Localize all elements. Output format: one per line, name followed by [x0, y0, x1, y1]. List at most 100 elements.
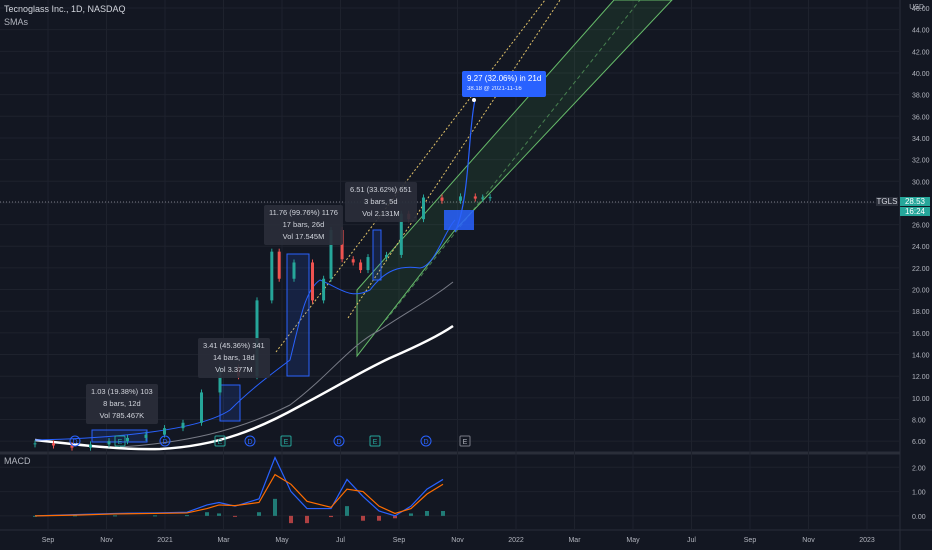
macd-histogram-bar — [257, 512, 261, 516]
time-tick: Sep — [393, 537, 406, 544]
time-tick: Mar — [217, 537, 230, 544]
candle — [351, 259, 355, 263]
macd-histogram-bar — [273, 498, 277, 516]
macd-tick: 0.00 — [912, 514, 926, 521]
price-tick: 6.00 — [912, 439, 926, 446]
sma-200-line — [34, 324, 454, 451]
measure-2-line3: Vol 3.377M — [215, 365, 253, 374]
dividend-marker: D — [420, 435, 432, 447]
earnings-marker-shape — [369, 435, 381, 447]
chart-title: Tecnoglass Inc., 1D, NASDAQ — [4, 4, 126, 14]
price-tick: 12.00 — [912, 374, 930, 381]
macd-histogram-bar — [329, 515, 333, 518]
channel-midline — [385, 0, 641, 321]
event-marker-label: D — [162, 439, 167, 446]
sma-lines — [34, 219, 456, 451]
price-tick: 36.00 — [912, 114, 930, 121]
price-tick: 42.00 — [912, 49, 930, 56]
macd-histogram-bar — [377, 515, 381, 521]
candle — [126, 437, 129, 442]
indicator-label[interactable]: SMAs — [4, 17, 29, 27]
projection-point — [472, 98, 476, 102]
dividend-marker: D — [159, 435, 171, 447]
price-tick: 8.00 — [912, 418, 926, 425]
candle — [366, 257, 370, 271]
dividend-marker-shape — [244, 435, 256, 447]
earnings-marker: E — [369, 435, 381, 447]
event-marker-label: E — [373, 439, 378, 446]
measure-1-line1: 1.03 (19.38%) 103 — [91, 387, 153, 396]
candle — [277, 251, 281, 279]
macd-tick: 1.00 — [912, 490, 926, 497]
time-tick: Nov — [451, 537, 464, 544]
time-tick: Nov — [100, 537, 113, 544]
candle — [163, 428, 166, 435]
time-tick: 2021 — [157, 537, 173, 544]
macd-histogram-bar — [289, 515, 293, 524]
currency-label: USD — [909, 4, 924, 11]
measure-3-box[interactable]: 11.76 (99.76%) 1176 17 bars, 26d Vol 17.… — [264, 205, 343, 245]
price-tick: 24.00 — [912, 244, 930, 251]
price-tick: 22.00 — [912, 266, 930, 273]
candle — [399, 213, 403, 255]
candle — [322, 278, 326, 301]
earnings-marker-shape — [114, 435, 126, 447]
candle — [218, 367, 222, 393]
ticker-tag: TGLS — [876, 197, 898, 206]
price-tick: 32.00 — [912, 158, 930, 165]
macd-histogram-bar — [185, 515, 189, 517]
price-tick: 46.00 — [912, 6, 930, 13]
parallel-channel — [356, 0, 673, 358]
earnings-marker-shape — [459, 435, 471, 447]
candle — [385, 254, 388, 258]
time-tick: Mar — [568, 537, 581, 544]
price-tick: 30.00 — [912, 179, 930, 186]
candle — [488, 197, 492, 199]
measure-4-line2: 3 bars, 5d — [364, 197, 398, 206]
sma-50-line — [119, 281, 454, 448]
event-marker-label: E — [118, 439, 123, 446]
price-tick: 34.00 — [912, 136, 930, 143]
candle — [329, 230, 333, 279]
measure-3-line3: Vol 17.545M — [282, 232, 325, 241]
projection-path — [454, 99, 476, 233]
measure-3-line1: 11.76 (99.76%) 1176 — [269, 208, 338, 217]
measure-2-box[interactable]: 3.41 (45.36%) 341 14 bars, 18d Vol 3.377… — [198, 338, 270, 378]
measure-1-box[interactable]: 1.03 (19.38%) 103 8 bars, 12d Vol 785.46… — [86, 384, 158, 424]
macd-histogram-bar — [425, 511, 429, 516]
event-marker-label: D — [72, 439, 77, 446]
price-axis: 46.00 44.00 42.00 40.00 38.00 36.00 34.00 32.00… — [912, 6, 930, 521]
dividend-marker: D — [333, 435, 345, 447]
dividend-marker-shape — [333, 435, 345, 447]
time-tick: Jul — [336, 537, 345, 544]
projection-line1: 9.27 (32.06%) in 21d — [467, 74, 542, 83]
earnings-marker: E — [214, 435, 226, 447]
macd-label[interactable]: MACD — [4, 456, 31, 466]
candle — [70, 445, 74, 448]
earnings-marker: E — [114, 435, 126, 447]
candle — [144, 434, 148, 438]
price-tick: 38.00 — [912, 93, 930, 100]
measure-2-line1: 3.41 (45.36%) 341 — [203, 341, 265, 350]
price-tick: 14.00 — [912, 353, 930, 360]
earnings-marker: E — [459, 435, 471, 447]
time-tick: Nov — [802, 537, 815, 544]
event-marker-label: D — [247, 439, 252, 446]
projection-label[interactable]: 9.27 (32.06%) in 21d 38.18 @ 2021-11-16 — [462, 71, 547, 97]
measure-3-range — [286, 253, 310, 377]
candle — [33, 443, 37, 445]
time-tick: May — [275, 537, 289, 544]
event-marker-label: D — [423, 439, 428, 446]
signal-line — [34, 473, 444, 517]
price-tick: 40.00 — [912, 71, 930, 78]
measure-4-box[interactable]: 6.51 (33.62%) 651 3 bars, 5d Vol 2.131M — [345, 182, 417, 222]
macd-histogram-bar — [113, 515, 117, 517]
sma-fast-line — [34, 219, 456, 441]
candle — [52, 443, 55, 446]
time-axis: Sep Nov 2021 Mar May Jul Sep Nov 2022 Mar May Jul Se… — [42, 537, 875, 544]
price-tick: 20.00 — [912, 288, 930, 295]
event-marker-label: E — [284, 439, 289, 446]
macd-histogram-bar — [409, 513, 413, 516]
candle — [311, 262, 314, 301]
price-tick: 26.00 — [912, 223, 930, 230]
